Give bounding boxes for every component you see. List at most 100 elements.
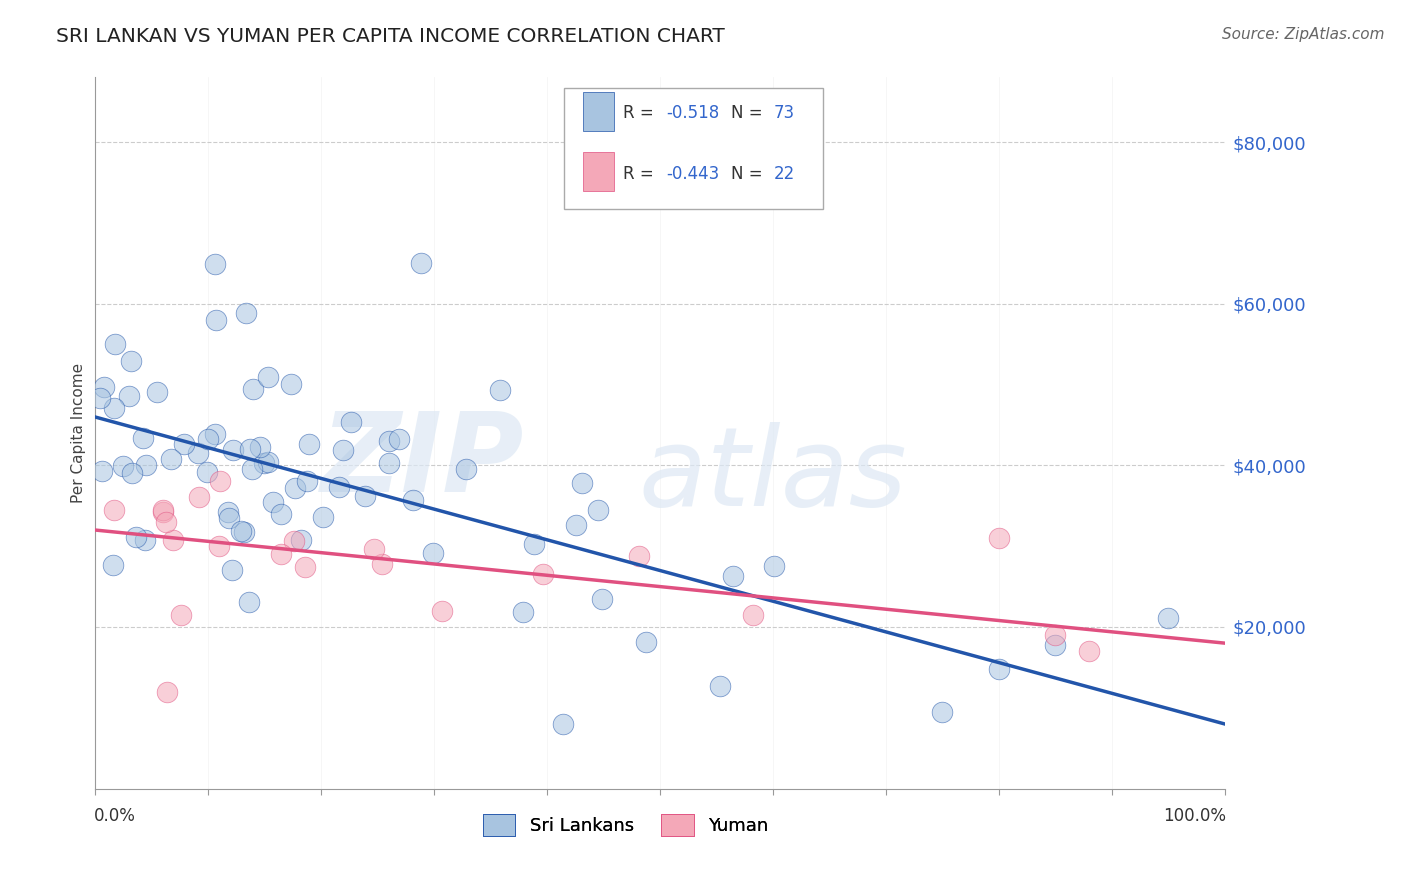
- Point: [118, 389, 141, 403]
- Point: [103, 401, 125, 416]
- Point: [152, 506, 174, 520]
- Point: [422, 546, 444, 560]
- Point: [456, 462, 478, 476]
- Text: N =: N =: [731, 165, 768, 183]
- Point: [249, 440, 271, 454]
- FancyBboxPatch shape: [564, 88, 824, 209]
- Text: ZIP: ZIP: [321, 408, 524, 515]
- Point: [170, 608, 193, 623]
- Point: [125, 530, 148, 544]
- Legend: Sri Lankans, Yuman: Sri Lankans, Yuman: [475, 807, 776, 844]
- Point: [377, 456, 399, 470]
- Point: [188, 491, 211, 505]
- FancyBboxPatch shape: [582, 153, 614, 191]
- Point: [283, 533, 305, 548]
- Point: [229, 524, 252, 538]
- Point: [103, 558, 125, 572]
- Text: 22: 22: [773, 165, 794, 183]
- Point: [187, 446, 209, 460]
- Point: [208, 539, 231, 553]
- Point: [409, 256, 432, 270]
- Point: [152, 503, 174, 517]
- Point: [312, 509, 335, 524]
- Text: 100.0%: 100.0%: [1163, 806, 1226, 824]
- Point: [284, 481, 307, 495]
- Point: [627, 549, 650, 563]
- Text: SRI LANKAN VS YUMAN PER CAPITA INCOME CORRELATION CHART: SRI LANKAN VS YUMAN PER CAPITA INCOME CO…: [56, 27, 725, 45]
- Point: [512, 605, 534, 619]
- Point: [371, 557, 394, 571]
- Point: [256, 370, 278, 384]
- Point: [209, 475, 232, 489]
- Text: -0.443: -0.443: [666, 165, 720, 183]
- Point: [121, 466, 143, 480]
- Point: [551, 717, 574, 731]
- Point: [354, 489, 377, 503]
- Point: [195, 465, 218, 479]
- Point: [523, 537, 546, 551]
- Point: [205, 313, 228, 327]
- Point: [173, 436, 195, 450]
- Point: [104, 337, 127, 351]
- Point: [221, 563, 243, 577]
- Point: [93, 380, 115, 394]
- Text: Source: ZipAtlas.com: Source: ZipAtlas.com: [1222, 27, 1385, 42]
- Point: [111, 459, 134, 474]
- Point: [377, 434, 399, 448]
- Point: [270, 507, 292, 521]
- Point: [931, 706, 953, 720]
- Point: [586, 502, 609, 516]
- Point: [531, 567, 554, 582]
- Point: [238, 595, 260, 609]
- Point: [741, 607, 763, 622]
- Point: [432, 604, 454, 618]
- Point: [204, 426, 226, 441]
- Point: [1157, 610, 1180, 624]
- Point: [159, 452, 181, 467]
- Point: [295, 475, 318, 489]
- Point: [146, 385, 169, 400]
- Y-axis label: Per Capita Income: Per Capita Income: [72, 363, 86, 503]
- Point: [565, 517, 588, 532]
- Point: [222, 442, 245, 457]
- Point: [233, 525, 256, 540]
- Text: 0.0%: 0.0%: [93, 806, 135, 824]
- Point: [90, 464, 112, 478]
- Point: [294, 560, 316, 574]
- Point: [197, 432, 219, 446]
- Point: [402, 493, 425, 508]
- Text: 73: 73: [773, 104, 794, 122]
- Point: [363, 542, 385, 557]
- Point: [239, 442, 262, 456]
- Text: R =: R =: [623, 104, 659, 122]
- Point: [489, 384, 512, 398]
- Point: [763, 558, 786, 573]
- Point: [240, 462, 263, 476]
- Point: [217, 505, 239, 519]
- Text: R =: R =: [623, 165, 659, 183]
- Point: [132, 431, 155, 445]
- Point: [257, 455, 280, 469]
- Point: [155, 516, 177, 530]
- Point: [120, 354, 142, 368]
- Text: N =: N =: [731, 104, 768, 122]
- Point: [218, 510, 240, 524]
- Point: [162, 533, 184, 547]
- Point: [253, 456, 276, 470]
- Point: [571, 475, 593, 490]
- Point: [721, 569, 744, 583]
- Point: [388, 432, 411, 446]
- Point: [262, 495, 284, 509]
- Point: [242, 382, 264, 396]
- Point: [328, 480, 350, 494]
- Point: [332, 442, 354, 457]
- Point: [280, 376, 302, 391]
- Point: [709, 679, 731, 693]
- Point: [340, 415, 363, 429]
- Text: -0.518: -0.518: [666, 104, 720, 122]
- Point: [89, 391, 111, 405]
- Point: [1043, 638, 1066, 652]
- Point: [297, 437, 319, 451]
- Point: [135, 458, 157, 472]
- Point: [204, 257, 226, 271]
